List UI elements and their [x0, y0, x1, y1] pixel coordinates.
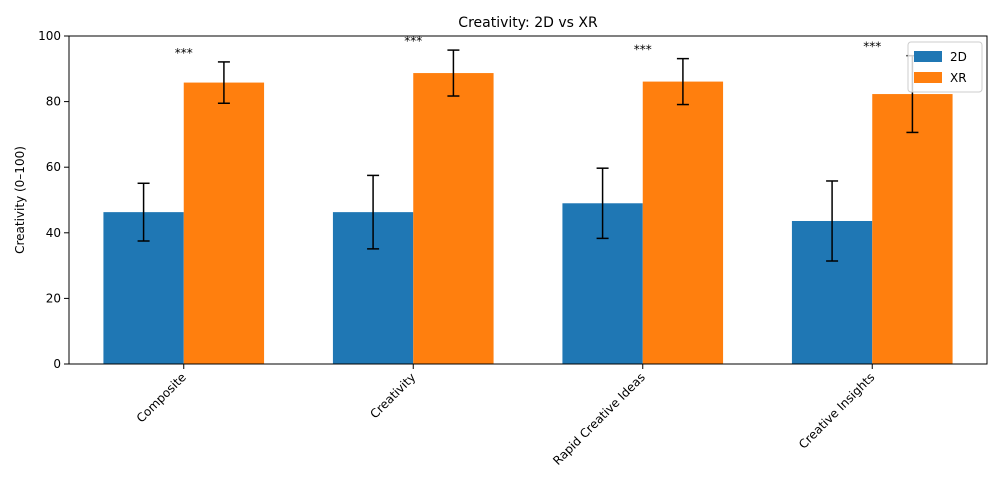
bars-layer — [103, 73, 953, 365]
legend-swatch-2d — [914, 51, 942, 62]
significance-layer: *** *** *** *** — [175, 34, 882, 60]
bar-xr-2 — [413, 73, 494, 365]
y-tick-label: 20 — [46, 291, 61, 305]
legend-swatch-xr — [914, 72, 942, 83]
significance-marker: *** — [404, 34, 422, 48]
chart-title: Creativity: 2D vs XR — [458, 15, 598, 31]
significance-marker: *** — [175, 46, 193, 60]
significance-marker: *** — [634, 43, 652, 57]
y-tick-label: 80 — [46, 95, 61, 109]
legend-frame — [907, 41, 983, 93]
legend: 2D XR — [907, 41, 983, 93]
bar-xr-1 — [183, 82, 265, 365]
legend-label-xr: XR — [950, 71, 967, 85]
y-axis-label: Creativity (0–100) — [13, 146, 27, 254]
error-bars-layer — [137, 49, 919, 262]
y-axis: 0 20 40 60 80 100 — [38, 29, 69, 371]
y-tick-label: 100 — [38, 29, 61, 43]
significance-marker: *** — [863, 40, 881, 54]
bar-xr-3 — [642, 81, 724, 364]
y-tick-label: 40 — [46, 226, 61, 240]
y-tick-label: 0 — [53, 357, 61, 371]
plot-frame — [68, 35, 988, 365]
legend-label-2d: 2D — [950, 50, 967, 64]
y-tick-label: 60 — [46, 160, 61, 174]
bar-xr-4 — [872, 94, 953, 364]
